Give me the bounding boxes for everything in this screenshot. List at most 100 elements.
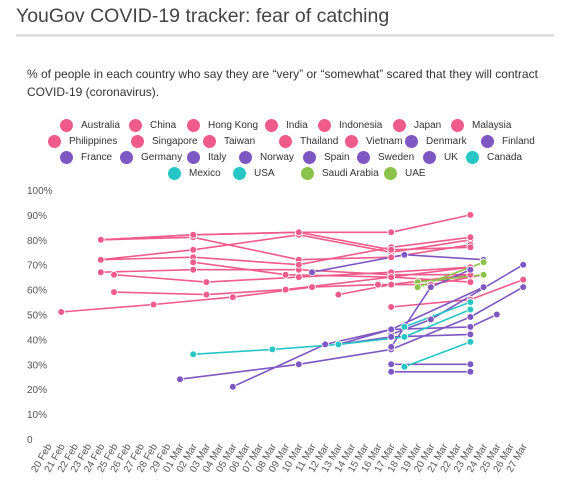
legend-item-canada[interactable]: Canada [466,151,522,164]
data-point-sweden[interactable] [387,325,396,334]
data-point-usa[interactable] [400,362,409,371]
legend-item-denmark[interactable]: Denmark [405,135,467,148]
data-point-finland[interactable] [387,343,396,351]
data-point-germany[interactable] [466,360,475,369]
series-line-malaysia[interactable] [100,236,471,266]
data-point-canada[interactable] [400,323,409,331]
data-point-malaysia[interactable] [294,260,303,269]
legend-item-sweden[interactable]: Sweden [357,151,414,164]
data-point-denmark[interactable] [466,330,475,339]
legend-item-australia[interactable]: Australia [60,119,120,132]
data-point-usa[interactable] [466,338,475,346]
data-point-mexico[interactable] [268,345,277,354]
legend-item-china[interactable]: China [129,119,176,132]
data-point-singapore[interactable] [466,243,475,252]
data-point-sweden[interactable] [492,310,501,319]
series-line-norway[interactable] [232,286,484,388]
data-point-india[interactable] [189,265,198,274]
data-point-spain[interactable] [519,260,527,269]
data-point-denmark[interactable] [387,333,396,341]
legend-item-saudi-arabia[interactable]: Saudi Arabia [301,167,379,180]
data-point-mexico[interactable] [400,333,409,341]
data-point-germany[interactable] [387,360,396,369]
data-point-mexico[interactable] [466,305,475,314]
data-point-japan[interactable] [294,273,303,281]
data-point-uk[interactable] [308,268,316,277]
data-point-india[interactable] [97,268,105,277]
data-point-mexico[interactable] [189,350,198,359]
data-point-italy[interactable] [294,360,303,369]
series-line-usa[interactable] [404,341,471,368]
legend-item-india[interactable]: India [265,119,308,132]
data-point-singapore[interactable] [294,228,303,237]
data-point-spain[interactable] [426,315,435,324]
series-line-sweden[interactable] [338,313,498,346]
data-point-china[interactable] [387,228,396,237]
data-point-singapore[interactable] [97,236,105,244]
data-point-taiwan[interactable] [189,258,198,267]
data-point-finland[interactable] [466,265,475,274]
legend-item-singapore[interactable]: Singapore [131,135,198,148]
data-point-uk[interactable] [400,250,409,259]
data-point-singapore[interactable] [189,231,198,239]
data-point-italy[interactable] [176,375,184,384]
data-point-sweden[interactable] [466,323,475,331]
legend-item-taiwan[interactable]: Taiwan [203,135,255,148]
data-point-hong-kong[interactable] [189,246,198,254]
data-point-australia[interactable] [374,280,382,289]
data-point-norway[interactable] [479,283,488,291]
legend-item-philippines[interactable]: Philippines [48,135,117,148]
legend-item-norway[interactable]: Norway [239,151,294,164]
data-point-malaysia[interactable] [466,233,475,242]
data-point-saudi-arabia[interactable] [479,270,488,279]
data-point-taiwan[interactable] [387,273,396,281]
data-point-norway[interactable] [321,340,330,349]
data-point-vietnam[interactable] [519,275,527,284]
series-line-mexico[interactable] [193,308,471,356]
legend-item-vietnam[interactable]: Vietnam [345,135,403,148]
data-point-finland[interactable] [426,283,435,291]
data-point-thailand[interactable] [334,290,343,299]
data-point-indonesia[interactable] [387,253,396,262]
data-point-philippines[interactable] [202,290,211,299]
series-line-canada[interactable] [404,301,471,328]
legend-item-mexico[interactable]: Mexico [168,167,221,180]
data-point-italy[interactable] [519,283,527,291]
data-point-philippines[interactable] [110,288,118,296]
legend-item-spain[interactable]: Spain [303,151,350,164]
data-point-uae[interactable] [479,258,488,267]
data-point-vietnam[interactable] [387,303,396,311]
data-point-france[interactable] [466,367,475,376]
legend-item-italy[interactable]: Italy [187,151,226,164]
series-line-singapore[interactable] [100,231,471,251]
data-point-australia[interactable] [308,283,316,291]
legend-item-indonesia[interactable]: Indonesia [318,119,382,132]
data-point-china[interactable] [466,211,475,219]
data-point-malaysia[interactable] [97,255,105,264]
legend-item-france[interactable]: France [60,151,112,164]
data-point-japan[interactable] [202,278,211,286]
legend-item-japan[interactable]: Japan [393,119,441,132]
legend-item-usa[interactable]: USA [233,167,275,180]
data-point-philippines[interactable] [281,285,290,294]
data-point-singapore[interactable] [387,246,396,254]
data-point-italy[interactable] [466,313,475,321]
legend-item-finland[interactable]: Finland [481,135,535,148]
legend-item-thailand[interactable]: Thailand [279,135,338,148]
data-point-canada[interactable] [466,298,475,306]
legend-item-uae[interactable]: UAE [384,167,426,180]
legend-item-hong-kong[interactable]: Hong Kong [187,119,258,132]
data-point-australia[interactable] [57,308,65,316]
legend-item-malaysia[interactable]: Malaysia [451,119,511,132]
series-line-vietnam[interactable] [391,278,524,308]
data-point-thailand[interactable] [387,280,396,289]
data-point-taiwan[interactable] [466,278,475,286]
data-point-france[interactable] [387,367,396,376]
data-point-uae[interactable] [413,283,422,291]
data-point-japan[interactable] [110,270,118,279]
data-point-norway[interactable] [229,382,237,391]
data-point-australia[interactable] [149,300,158,309]
legend-item-germany[interactable]: Germany [120,151,182,164]
legend-item-uk[interactable]: UK [423,151,458,164]
data-point-mexico[interactable] [334,340,343,349]
